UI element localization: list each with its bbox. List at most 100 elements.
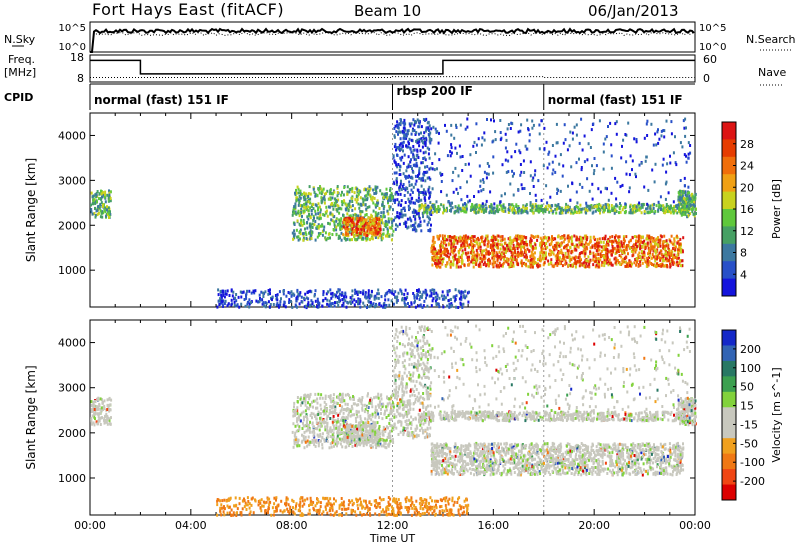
echo-cell <box>337 295 340 299</box>
echo-cell <box>656 130 659 134</box>
echo-cell <box>400 203 402 207</box>
echo-cell <box>472 265 475 269</box>
echo-cell <box>645 264 648 268</box>
echo-cell <box>404 222 407 226</box>
echo-cell <box>570 165 573 169</box>
ylabel: Slant Range [km] <box>24 158 38 262</box>
echo-cell <box>319 208 322 212</box>
echo-cell <box>581 185 584 189</box>
echo-cell <box>666 242 669 246</box>
echo-cell <box>422 141 425 145</box>
echo-cell <box>394 290 397 294</box>
echo-cell <box>475 263 478 266</box>
echo-cell <box>625 246 628 250</box>
echo-cell <box>603 208 605 212</box>
echo-cell <box>533 256 536 260</box>
echo-cell <box>381 192 384 196</box>
echo-cell <box>592 251 595 255</box>
echo-cell <box>431 162 434 165</box>
echo-cell <box>633 204 636 208</box>
echo-cell <box>373 196 376 200</box>
echo-cell <box>578 210 581 214</box>
echo-cell <box>659 244 662 248</box>
echo-cell <box>318 215 321 219</box>
echo-cell <box>429 200 432 204</box>
echo-cell <box>461 155 464 158</box>
echo-cell <box>398 188 401 192</box>
echo-cell <box>459 302 462 306</box>
echo-cell <box>265 301 268 305</box>
echo-cell <box>382 213 385 217</box>
echo-cell <box>393 201 396 204</box>
echo-cell <box>456 206 459 210</box>
echo-cell <box>509 264 512 268</box>
echo-cell <box>681 250 684 254</box>
echo-cell <box>90 417 93 420</box>
echo-cell <box>366 206 369 209</box>
echo-cell <box>314 192 317 196</box>
echo-cell <box>324 297 327 301</box>
echo-cell <box>564 255 567 259</box>
echo-cell <box>418 121 421 125</box>
echo-cell <box>511 174 514 178</box>
echo-cell <box>101 398 103 402</box>
echo-cell <box>580 166 583 169</box>
echo-cell <box>684 202 687 206</box>
echo-cell <box>376 204 379 207</box>
echo-cell <box>623 257 626 260</box>
echo-cell <box>363 224 366 228</box>
echo-cell <box>444 250 447 254</box>
echo-cell <box>302 205 305 209</box>
echo-cell <box>542 247 545 251</box>
echo-cell <box>235 293 238 296</box>
echo-cell <box>504 146 507 150</box>
xtick-label: 08:00 <box>276 519 308 532</box>
echo-cell <box>104 206 107 210</box>
echo-cell <box>454 205 457 209</box>
echo-cell <box>498 250 501 254</box>
echo-cell <box>502 261 505 265</box>
echo-cell <box>601 260 604 264</box>
echo-cell <box>582 236 585 240</box>
echo-cell <box>427 133 430 136</box>
echo-cell <box>574 261 577 265</box>
echo-cell <box>391 224 394 228</box>
echo-cell <box>443 297 446 301</box>
echo-cell <box>225 292 228 296</box>
echo-cell <box>629 154 632 158</box>
echo-cell <box>483 254 485 258</box>
echo-cell <box>402 207 405 210</box>
echo-cell <box>489 246 492 250</box>
echo-cell <box>326 298 329 302</box>
echo-cell <box>694 193 697 197</box>
echo-cell <box>596 205 598 208</box>
echo-cell <box>350 297 353 301</box>
echo-cell <box>354 291 357 295</box>
echo-cell <box>304 197 307 201</box>
echo-cell <box>554 237 557 241</box>
echo-cell <box>563 237 566 241</box>
echo-cell <box>467 200 470 204</box>
echo-cell <box>466 125 469 129</box>
echo-cell <box>435 200 438 204</box>
echo-cell <box>510 256 512 260</box>
echo-cell <box>499 243 502 247</box>
echo-cell <box>440 180 443 183</box>
echo-cell <box>416 148 419 152</box>
echo-cell <box>375 229 378 233</box>
echo-cell <box>418 166 421 170</box>
echo-cell <box>367 232 370 236</box>
echo-cell <box>529 160 532 164</box>
echo-cell <box>574 255 577 259</box>
echo-cell <box>424 179 427 183</box>
echo-cell <box>581 148 584 152</box>
cpid-segment-label: normal (fast) 151 IF <box>94 93 229 107</box>
echo-cell <box>515 258 518 262</box>
echo-cell <box>456 261 459 265</box>
echo-cell <box>550 258 553 262</box>
echo-cell <box>630 246 633 249</box>
echo-cell <box>400 179 402 183</box>
echo-cell <box>418 224 421 228</box>
echo-cell <box>660 253 663 256</box>
